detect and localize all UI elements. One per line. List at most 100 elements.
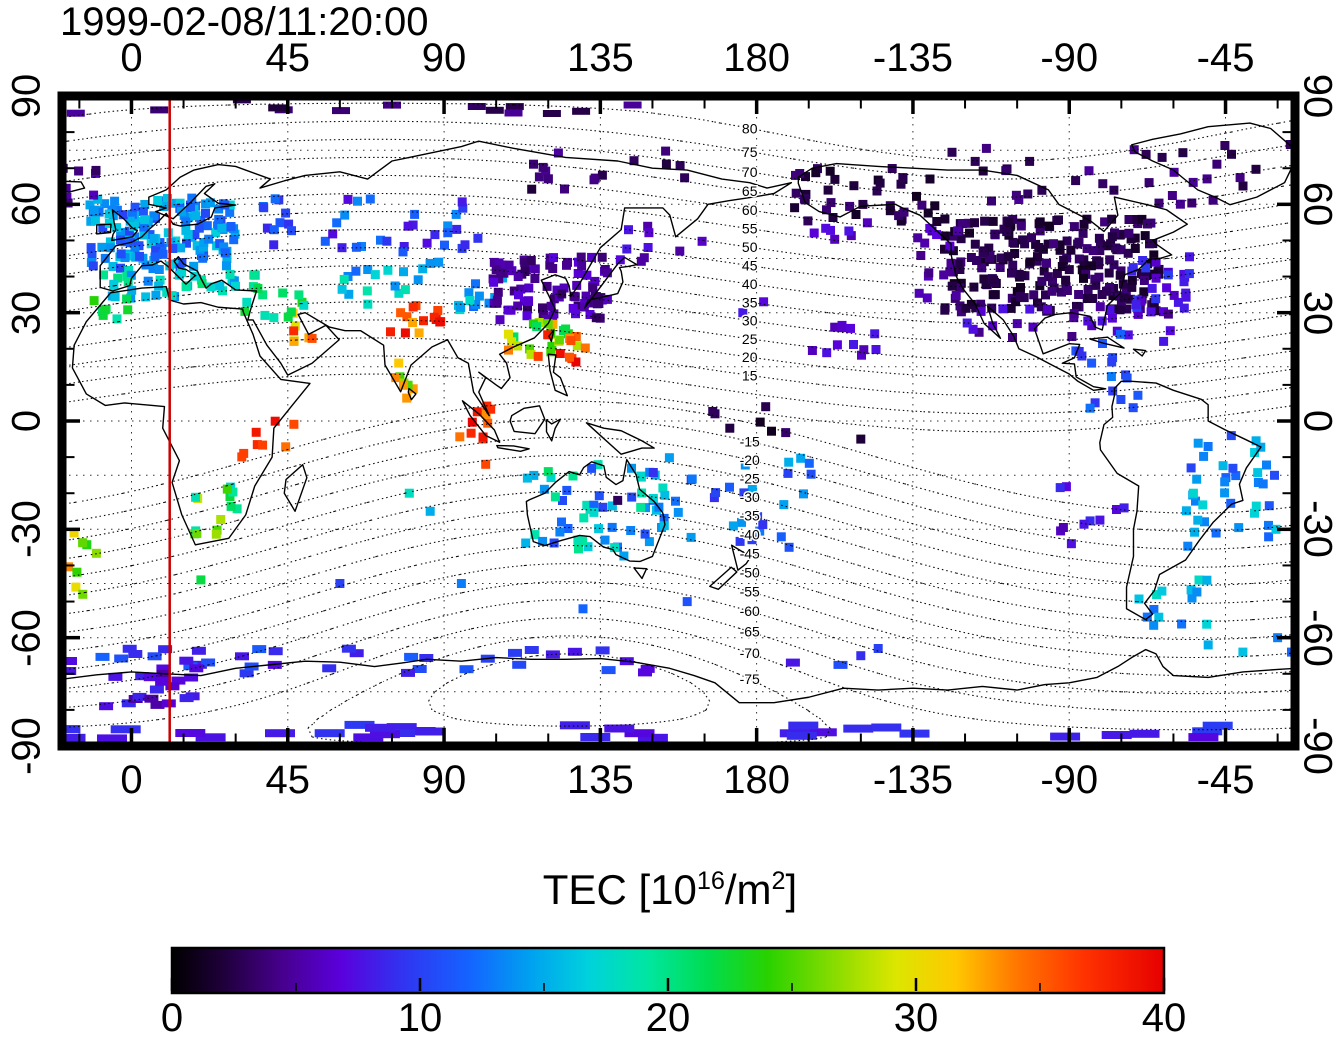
tec-cell	[156, 664, 171, 673]
tec-cell	[739, 488, 749, 498]
tec-cell	[473, 233, 483, 243]
tec-cell	[95, 652, 110, 661]
tec-cell	[1123, 248, 1133, 258]
tec-cell	[945, 241, 955, 251]
tec-cell	[857, 350, 866, 360]
svg-text:75: 75	[742, 144, 758, 160]
tec-cell	[627, 492, 637, 502]
tec-cell	[1258, 479, 1268, 489]
tec-cell	[228, 487, 238, 497]
tec-cell	[573, 269, 583, 278]
coastline-philippines	[548, 354, 567, 396]
tec-cell	[591, 313, 601, 323]
tec-cell	[1087, 321, 1097, 331]
tec-cell	[795, 169, 805, 178]
tec-cell	[548, 264, 558, 273]
tec-cell	[486, 404, 496, 414]
tec-cell	[640, 529, 650, 539]
tec-cell	[955, 283, 965, 293]
tec-cell	[167, 198, 177, 208]
tec-cell	[400, 285, 410, 295]
tec-cell	[166, 237, 176, 247]
tec-cell	[363, 265, 373, 274]
tec-cell	[394, 288, 404, 298]
tec-cell	[1130, 244, 1140, 253]
tec-cell	[809, 228, 819, 238]
tec-cell	[383, 265, 393, 275]
tec-cell	[966, 253, 976, 262]
tec-cell	[1097, 316, 1107, 326]
tec-cell	[837, 323, 847, 333]
tec-cell	[1015, 292, 1025, 302]
tec-cell	[202, 221, 212, 231]
tec-cell	[1048, 276, 1057, 286]
tec-cell	[1151, 306, 1161, 316]
tec-cell	[582, 270, 592, 280]
svg-text:15: 15	[742, 367, 758, 383]
tec-cell	[1064, 265, 1074, 275]
tec-cell	[220, 200, 230, 210]
tec-cell	[89, 190, 99, 200]
tec-cell	[1054, 215, 1063, 225]
tec-cell	[644, 228, 654, 238]
tec-cell	[88, 261, 98, 271]
tec-cell	[979, 257, 989, 267]
tec-cell	[843, 724, 874, 733]
tec-cell	[1188, 177, 1198, 187]
tec-cell	[281, 208, 291, 218]
tec-cell	[1186, 463, 1196, 473]
tec-cell	[299, 300, 309, 310]
tec-cell	[251, 427, 261, 437]
tec-cell	[140, 215, 150, 225]
tec-cell	[408, 302, 418, 312]
tec-cell	[675, 246, 685, 256]
axis-tick-label: 0	[120, 758, 143, 802]
tec-cell	[150, 252, 160, 262]
tec-cell	[97, 242, 107, 252]
tec-cell	[573, 535, 583, 545]
tec-cell	[1105, 255, 1115, 265]
tec-cell	[100, 305, 110, 315]
tec-cell	[162, 287, 172, 297]
tec-cell	[201, 208, 210, 218]
tec-cell	[846, 231, 856, 241]
tec-cell	[89, 205, 99, 215]
tec-cell	[806, 728, 837, 737]
tec-cell	[1108, 291, 1118, 301]
axis-tick-label: 45	[265, 36, 311, 80]
tec-cell	[1167, 191, 1177, 200]
tec-cell	[979, 274, 989, 284]
tec-cell	[1062, 236, 1072, 246]
tec-cell	[108, 262, 118, 271]
tec-cell	[1133, 390, 1143, 400]
axis-tick-label: 90	[1295, 73, 1340, 119]
tec-cell	[89, 296, 99, 306]
tec-cell	[1095, 302, 1105, 312]
tec-cell	[402, 393, 412, 403]
tec-cell	[159, 202, 169, 211]
tec-cell	[189, 664, 204, 673]
tec-cell	[153, 196, 163, 205]
tec-cell	[546, 301, 556, 311]
tec-cell	[440, 240, 449, 250]
tec-cell	[761, 402, 771, 412]
tec-cell	[1139, 276, 1149, 285]
tec-cell	[783, 468, 793, 478]
tec-cell	[171, 676, 186, 685]
tec-cell	[710, 409, 720, 419]
tec-cell	[1146, 307, 1156, 317]
tec-cell	[546, 347, 556, 357]
tec-cell	[885, 206, 895, 216]
tec-cell	[1231, 471, 1241, 481]
svg-text:-15: -15	[740, 434, 760, 450]
tec-cell	[504, 109, 523, 117]
tec-cell	[538, 162, 548, 172]
tec-cell	[779, 500, 789, 510]
tec-cell	[214, 204, 224, 214]
tec-cell	[86, 243, 96, 253]
tec-cell	[259, 203, 269, 213]
tec-cell	[636, 502, 646, 512]
tec-cell	[181, 217, 191, 227]
svg-text:65: 65	[742, 183, 758, 199]
tec-cell	[1115, 329, 1125, 339]
